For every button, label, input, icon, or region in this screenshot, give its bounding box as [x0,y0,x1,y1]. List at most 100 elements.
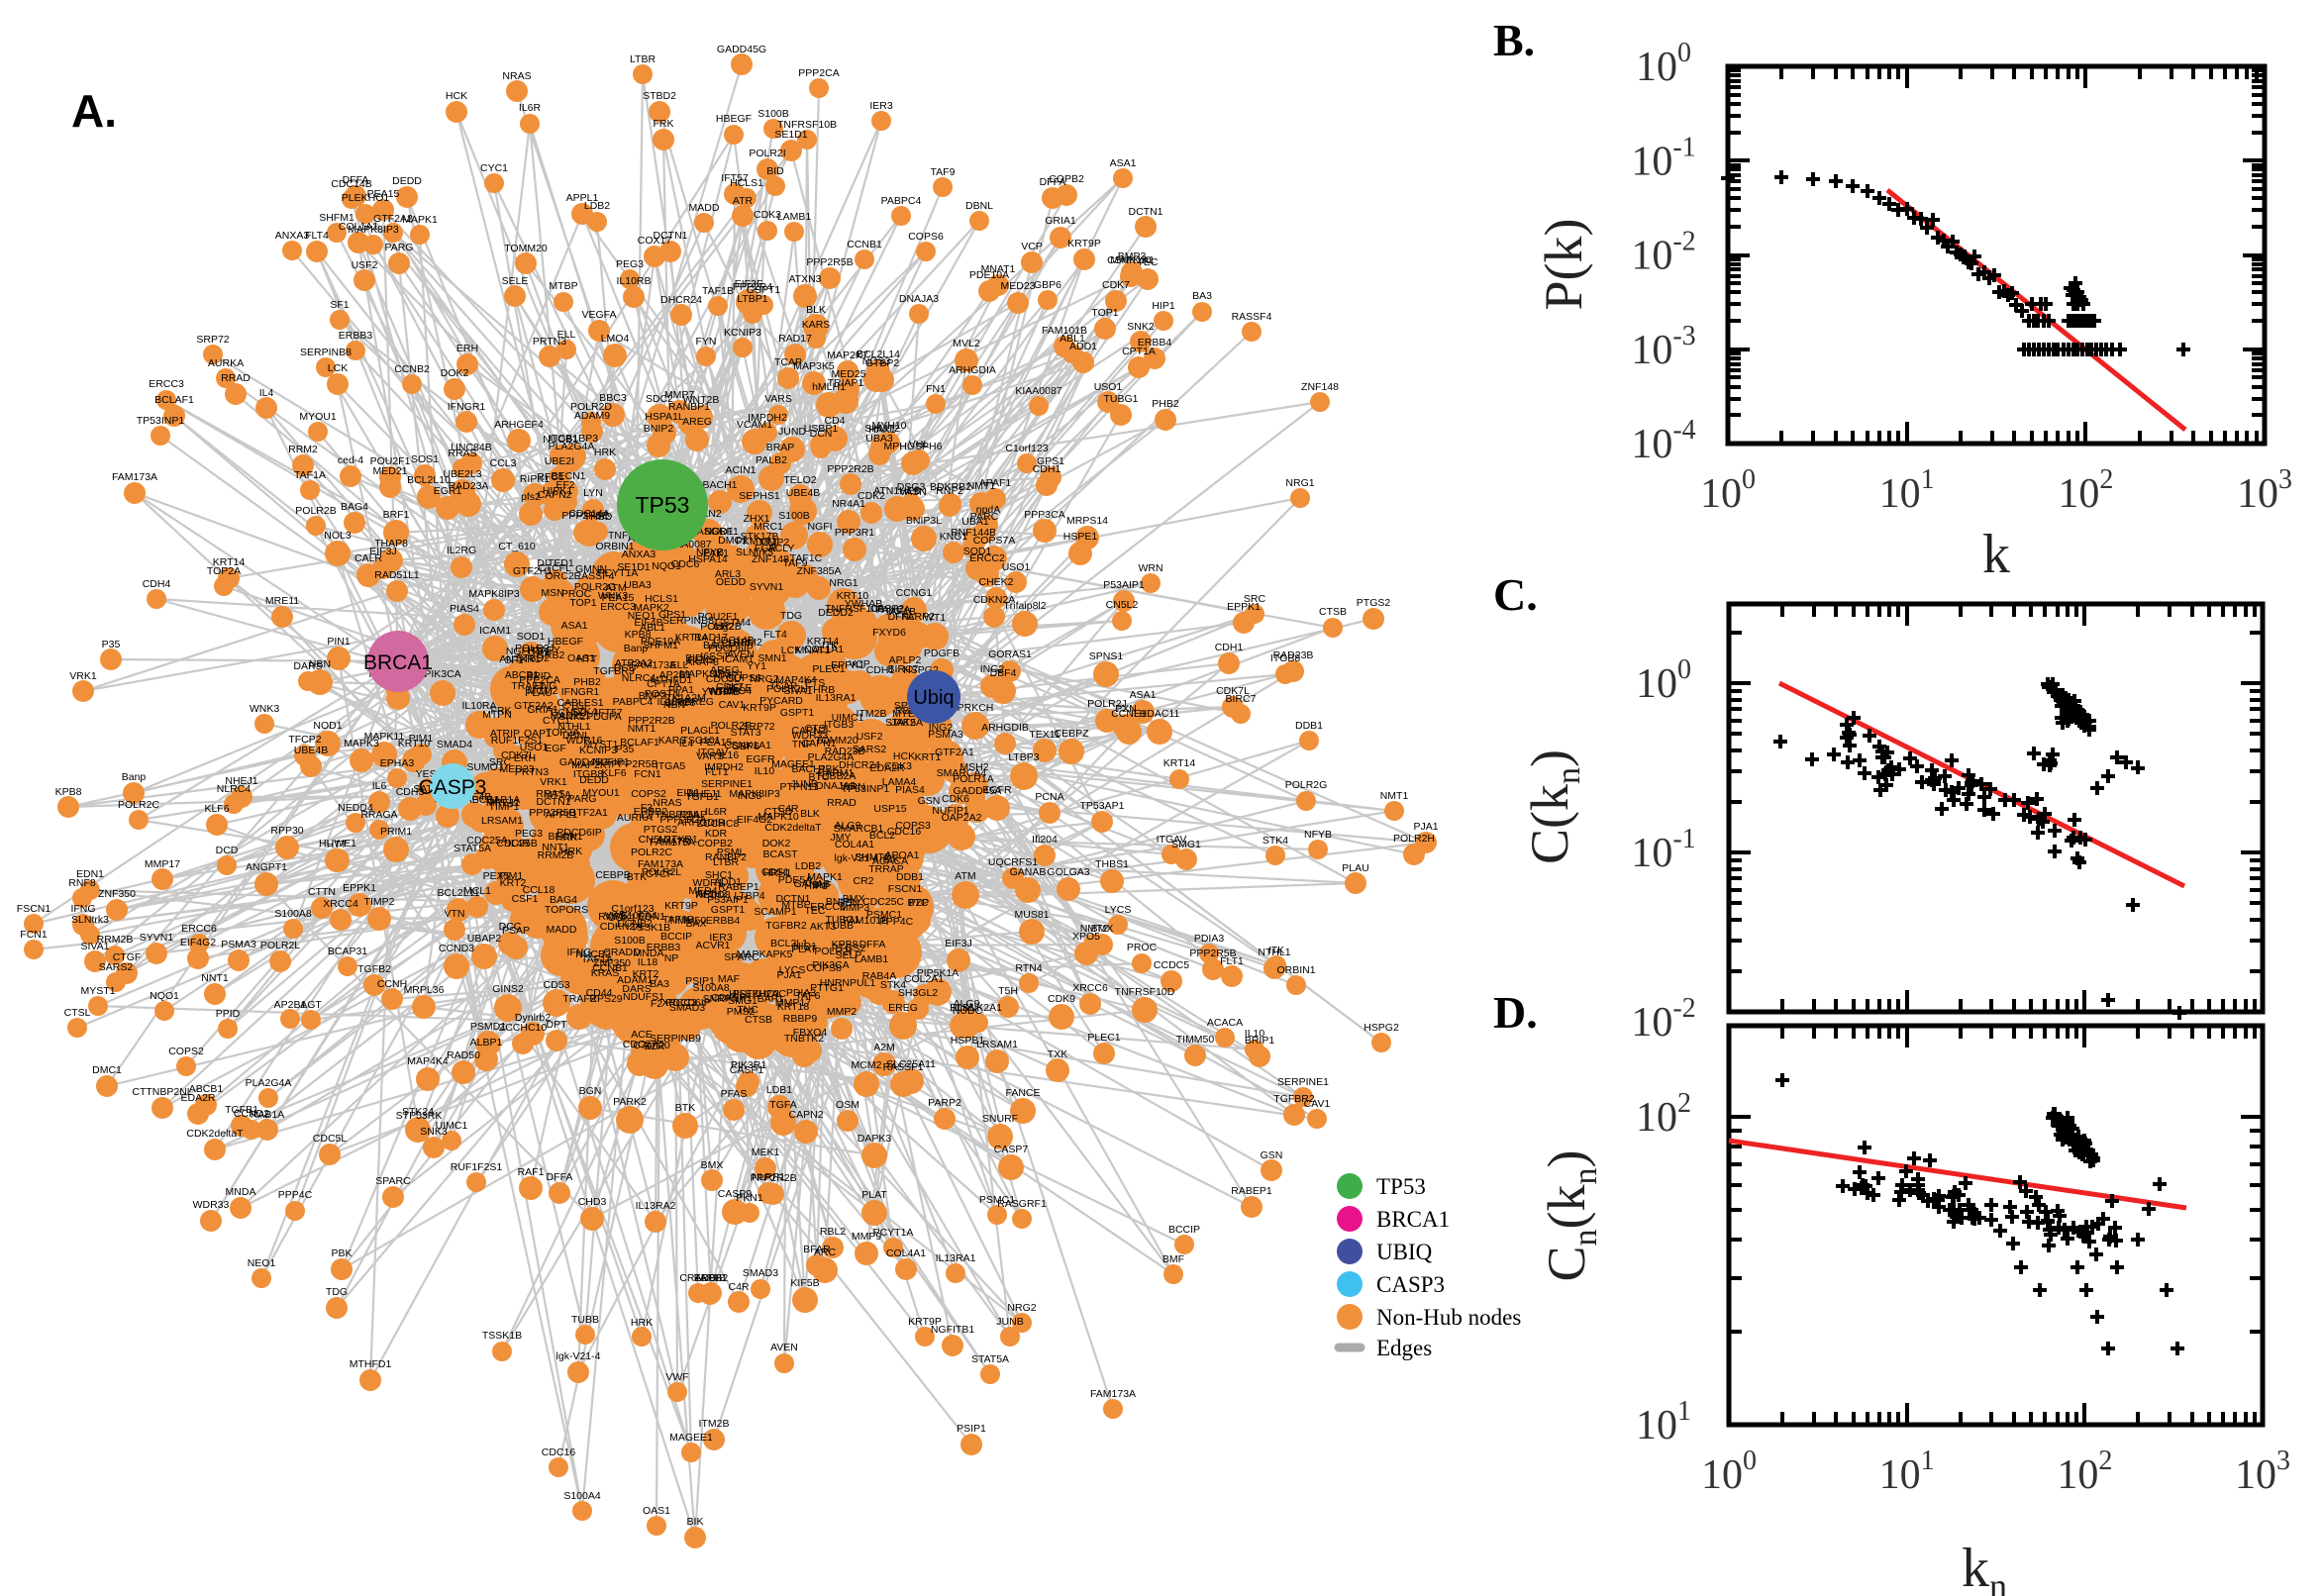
svg-text:PARK2: PARK2 [613,1096,647,1108]
svg-text:BCLAF1: BCLAF1 [154,394,194,406]
svg-text:SOD1: SOD1 [517,631,546,643]
svg-text:ANXA3: ANXA3 [622,549,656,560]
svg-text:CDC5L: CDC5L [706,673,741,685]
svg-text:SMAD4: SMAD4 [437,739,472,750]
svg-text:DEDD: DEDD [392,175,422,187]
svg-text:NRG1: NRG1 [1285,477,1314,489]
svg-text:KPB8: KPB8 [55,786,82,798]
svg-text:PLAT: PLAT [791,944,817,955]
svg-text:TOP1: TOP1 [569,597,596,609]
svg-text:CAPN2: CAPN2 [791,725,826,737]
svg-text:BTC: BTC [908,897,929,909]
svg-text:SEPHS1: SEPHS1 [739,490,780,502]
svg-text:CDS1: CDS1 [761,866,789,878]
svg-text:RANBP1: RANBP1 [668,401,710,413]
svg-text:NRG2: NRG2 [750,673,778,685]
svg-text:SELE: SELE [502,275,529,287]
svg-text:TUBB: TUBB [826,920,854,932]
svg-text:USO1: USO1 [1094,381,1123,393]
svg-text:GRIA1: GRIA1 [1045,215,1076,227]
svg-text:PPP4C: PPP4C [278,1189,313,1201]
svg-text:ACIN1: ACIN1 [726,464,757,476]
svg-text:SPARC: SPARC [375,1175,411,1187]
svg-text:CHD3: CHD3 [578,1196,607,1208]
svg-text:ITGA5: ITGA5 [656,760,686,772]
svg-text:BRF1: BRF1 [383,509,410,521]
svg-text:AKT3: AKT3 [810,921,836,933]
svg-text:RAD23B: RAD23B [1273,649,1314,661]
svg-text:Banp: Banp [122,771,147,783]
svg-text:IFNGR1: IFNGR1 [561,686,600,698]
svg-text:PABPC4: PABPC4 [881,195,922,207]
svg-text:FLT4: FLT4 [763,629,787,641]
svg-text:PLEKHO1: PLEKHO1 [342,192,390,204]
svg-text:RRM2B: RRM2B [538,849,574,861]
svg-text:TGFBR2: TGFBR2 [765,920,807,932]
svg-text:GRIA1: GRIA1 [527,704,558,716]
svg-text:SARS2: SARS2 [99,961,134,973]
svg-text:CDC25C: CDC25C [862,896,904,908]
svg-text:IMPDH2: IMPDH2 [704,761,744,773]
svg-text:CAV1: CAV1 [719,699,746,711]
svg-text:DCD: DCD [614,662,637,674]
svg-text:VWF: VWF [665,1371,688,1383]
svg-text:POLR2J: POLR2J [1087,698,1127,710]
svg-text:VWF: VWF [604,910,627,922]
svg-text:STAT5A: STAT5A [454,843,491,854]
svg-text:PPP2R5B: PPP2R5B [806,256,853,268]
svg-text:RRAS: RRAS [448,448,476,459]
svg-text:CASP7: CASP7 [994,1144,1029,1155]
svg-text:DNAJA3: DNAJA3 [899,293,939,305]
svg-text:USO1: USO1 [520,742,549,753]
svg-text:POLR2G: POLR2G [1285,779,1328,791]
svg-text:PTPN11: PTPN11 [780,781,819,793]
svg-text:PPID: PPID [216,1008,241,1020]
svg-text:VARS: VARS [764,393,792,405]
svg-text:KCNIP3: KCNIP3 [724,327,761,339]
svg-text:MAPK10: MAPK10 [758,811,799,823]
svg-text:IL10: IL10 [1245,1028,1265,1040]
svg-text:COPS2: COPS2 [168,1046,204,1057]
svg-text:ASA1: ASA1 [1130,689,1157,701]
svg-text:PCNA: PCNA [1035,791,1063,803]
svg-text:PRIM1: PRIM1 [380,826,412,838]
svg-text:FSCN1: FSCN1 [17,903,51,915]
svg-text:KLF6: KLF6 [204,803,229,815]
svg-text:FSCN1: FSCN1 [888,883,923,895]
svg-text:HRK: HRK [631,1317,653,1329]
svg-text:SHFM1: SHFM1 [643,640,678,651]
svg-text:HSPE1: HSPE1 [1063,531,1098,543]
svg-text:DBNL: DBNL [965,200,993,212]
svg-text:ORC2L: ORC2L [545,570,579,582]
svg-text:DARS: DARS [622,983,651,995]
svg-text:PARP2: PARP2 [928,1097,961,1109]
svg-text:PPP2R5B: PPP2R5B [529,807,575,819]
svg-text:POLR2I: POLR2I [749,148,785,159]
svg-text:DHCR24: DHCR24 [839,759,880,771]
svg-text:TDG: TDG [780,610,802,622]
svg-text:CCNG1: CCNG1 [896,587,933,599]
svg-text:DEDD: DEDD [579,774,609,786]
svg-text:AVEN: AVEN [727,648,755,660]
svg-text:ERCC6: ERCC6 [181,923,217,935]
svg-text:RAD50: RAD50 [447,1049,480,1061]
svg-text:BECN1: BECN1 [548,831,582,843]
svg-text:BLK: BLK [800,808,820,820]
svg-text:NUFIP1: NUFIP1 [592,756,630,768]
svg-text:NHEJ1: NHEJ1 [225,775,257,787]
svg-text:DNAJA3: DNAJA3 [816,780,856,792]
svg-text:TUBB2A: TUBB2A [816,770,857,782]
svg-text:MVL2: MVL2 [953,338,980,349]
svg-text:NUCB1: NUCB1 [543,434,578,446]
svg-text:ADAM17: ADAM17 [617,974,658,986]
svg-text:KIAA0087: KIAA0087 [1015,385,1061,397]
svg-text:POLR2C: POLR2C [631,847,672,858]
svg-text:HIP1: HIP1 [1152,300,1175,312]
svg-text:SELE: SELE [726,682,753,694]
svg-text:WDR16: WDR16 [566,735,603,747]
svg-text:PEG3: PEG3 [616,258,644,270]
svg-text:RRM2: RRM2 [733,637,762,648]
svg-text:NEDD4: NEDD4 [338,802,373,814]
svg-text:RASSF1: RASSF1 [883,1061,924,1073]
svg-text:NRG2: NRG2 [1007,1302,1036,1314]
